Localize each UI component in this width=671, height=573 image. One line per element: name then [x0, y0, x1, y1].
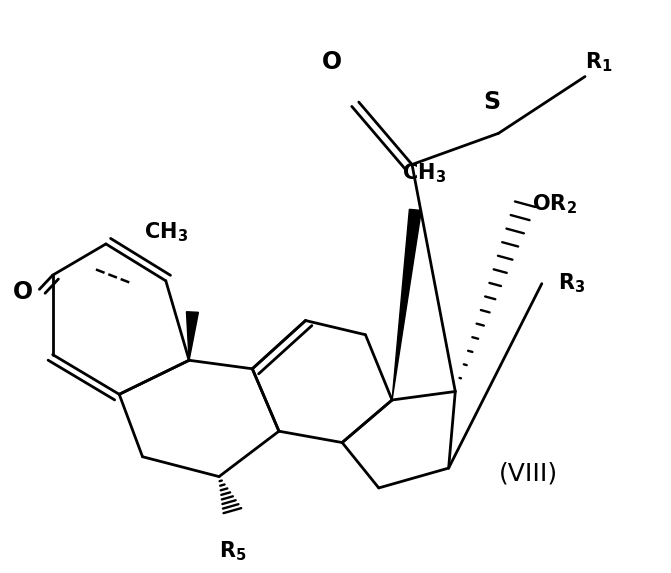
Text: S: S — [483, 90, 501, 114]
Text: O: O — [322, 50, 342, 74]
Polygon shape — [392, 209, 421, 400]
Text: $\mathbf{R_5}$: $\mathbf{R_5}$ — [219, 539, 246, 563]
Text: $\mathbf{R_3}$: $\mathbf{R_3}$ — [558, 272, 586, 296]
Text: $\mathbf{CH_3}$: $\mathbf{CH_3}$ — [402, 161, 446, 185]
Polygon shape — [187, 312, 199, 360]
Text: (VIII): (VIII) — [499, 462, 558, 486]
Text: $\mathbf{R_1}$: $\mathbf{R_1}$ — [585, 50, 613, 74]
Text: O: O — [13, 280, 33, 304]
Text: $\mathbf{OR_2}$: $\mathbf{OR_2}$ — [532, 193, 576, 216]
Text: $\mathbf{CH_3}$: $\mathbf{CH_3}$ — [144, 221, 188, 244]
